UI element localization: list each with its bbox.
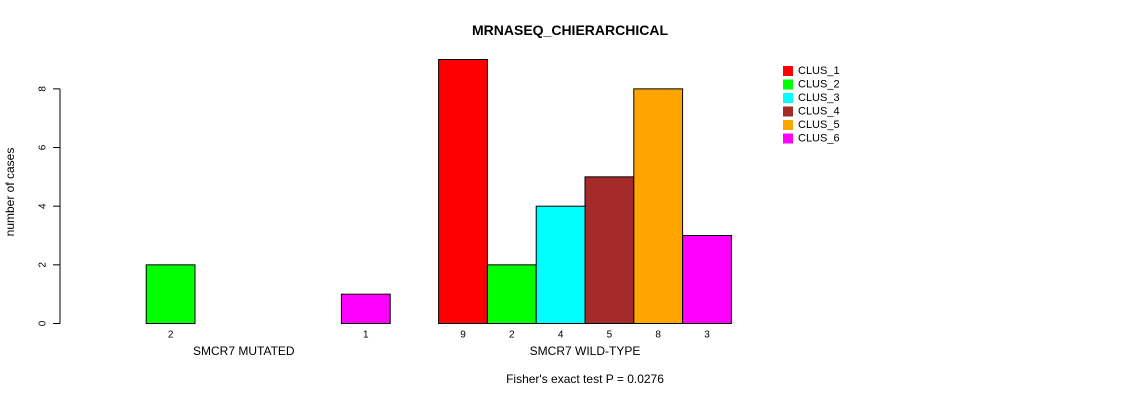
bar-clus-2-group-1 xyxy=(145,264,196,324)
chart-title: MRNASEQ_CHIERARCHICAL xyxy=(472,22,668,38)
bar-clus-4-group-2 xyxy=(584,176,635,324)
bar-count-label: 4 xyxy=(558,330,564,341)
bar-count-label: 5 xyxy=(607,330,613,341)
legend-swatch xyxy=(783,106,793,117)
y-tick-label: 4 xyxy=(38,203,49,209)
y-tick-label: 6 xyxy=(38,144,49,150)
legend-swatch xyxy=(783,133,793,144)
bar-clus-2-group-2 xyxy=(486,264,537,324)
bar-count-label: 2 xyxy=(509,330,515,341)
bar-clus-1-group-2 xyxy=(438,59,488,324)
bar-count-label: 3 xyxy=(704,330,710,341)
group-label: SMCR7 WILD-TYPE xyxy=(530,344,641,358)
legend-label: CLUS_6 xyxy=(798,132,840,144)
y-axis-label: number of cases xyxy=(3,148,17,237)
y-tick-label: 0 xyxy=(38,320,49,326)
y-tick-label: 8 xyxy=(38,86,49,92)
group-labels: SMCR7 MUTATED SMCR7 WILD-TYPE xyxy=(193,344,640,358)
bar-count-label: 8 xyxy=(655,330,661,341)
y-axis: 0 2 4 6 8 xyxy=(38,86,61,326)
legend-swatch xyxy=(783,120,793,130)
y-tick-label: 2 xyxy=(38,262,49,268)
bar-count-label: 2 xyxy=(168,330,174,341)
bar-value-labels: 2 1 9 2 4 5 8 3 xyxy=(168,330,710,341)
legend-label: CLUS_5 xyxy=(798,119,840,131)
bar-clus-6-group-1 xyxy=(340,293,391,325)
legend-swatch xyxy=(783,66,793,76)
legend-label: CLUS_2 xyxy=(798,78,840,90)
bar-clus-6-group-2 xyxy=(682,235,732,324)
fisher-test-footer: Fisher's exact test P = 0.0276 xyxy=(506,372,664,386)
legend-swatch xyxy=(783,79,793,90)
legend-label: CLUS_1 xyxy=(798,65,840,77)
legend-label: CLUS_3 xyxy=(798,92,840,104)
bars xyxy=(145,59,732,325)
bar-clus-5-group-2 xyxy=(633,88,684,324)
legend-label: CLUS_4 xyxy=(798,105,840,117)
bar-count-label: 1 xyxy=(363,330,369,341)
group-label: SMCR7 MUTATED xyxy=(193,344,295,358)
bar-clus-3-group-2 xyxy=(535,205,586,324)
bar-count-label: 9 xyxy=(460,330,466,341)
legend-swatch xyxy=(783,93,793,103)
